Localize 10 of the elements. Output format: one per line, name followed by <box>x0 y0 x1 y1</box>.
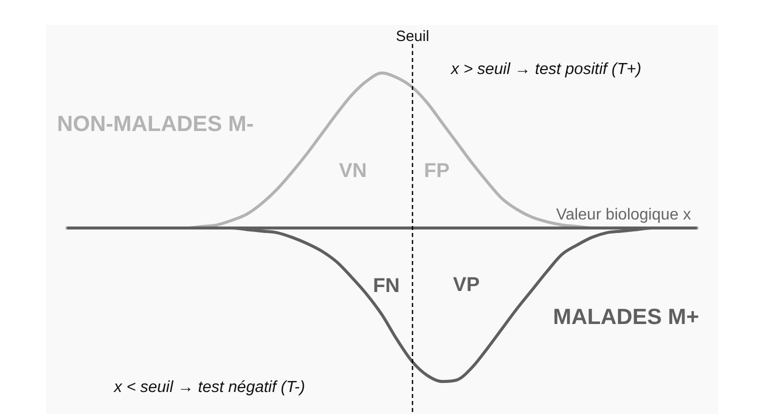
x-axis-title: Valeur biologique x <box>556 206 691 224</box>
annotation: FN <box>373 275 400 297</box>
annotation: x > seuil → test positif (T+) <box>450 61 642 78</box>
annotation: VP <box>453 274 480 296</box>
annotation: FP <box>424 160 450 182</box>
text: NON-MALADES M- <box>57 111 254 136</box>
series-label: MALADES M+ <box>553 304 700 329</box>
text: Seuil <box>396 28 430 45</box>
annotation: VN <box>339 160 367 182</box>
annotation: x < seuil → test négatif (T-) <box>113 379 306 396</box>
